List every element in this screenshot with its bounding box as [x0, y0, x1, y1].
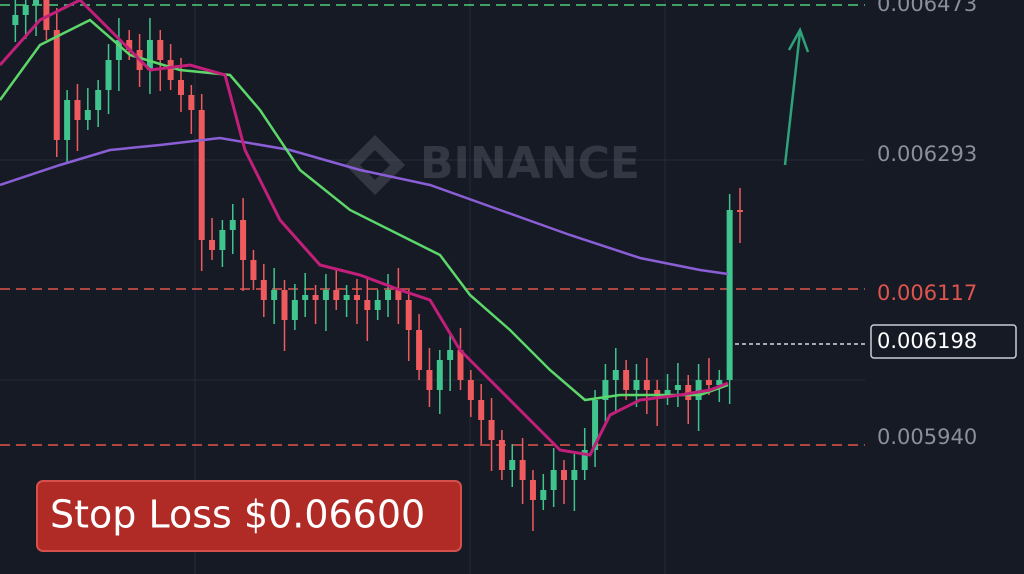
candle-body — [529, 480, 536, 500]
price-axis — [865, 0, 1024, 574]
candle-body — [12, 15, 19, 25]
candle-body — [364, 300, 371, 310]
arrow-head — [787, 26, 810, 53]
current-price: 0.006198 — [877, 329, 977, 353]
candle-body — [260, 280, 267, 300]
candle-body — [271, 290, 278, 300]
candle-body — [416, 330, 423, 370]
candle-body — [592, 400, 599, 450]
candle-body — [74, 100, 81, 120]
candle-body — [219, 230, 226, 250]
candle-body — [664, 390, 671, 395]
slow-moving-average — [0, 136, 729, 276]
candle-body — [726, 210, 733, 380]
candle-body — [312, 295, 319, 300]
watermark-logo — [345, 135, 405, 195]
candle-body — [281, 290, 288, 320]
price-label: 0.005940 — [877, 425, 977, 449]
medium-moving-average — [0, 18, 729, 402]
candle-body — [115, 40, 122, 60]
arrow-shaft — [783, 31, 802, 166]
candle-body — [519, 460, 526, 480]
candle-body — [498, 440, 505, 470]
candle-body — [302, 295, 309, 300]
candle-body — [22, 5, 29, 15]
watermark: BINANCE — [345, 135, 640, 195]
candle-body — [633, 380, 640, 390]
candle-body — [157, 40, 164, 60]
price-label: 0.006293 — [877, 142, 977, 166]
candle-body — [405, 300, 412, 330]
candle-body — [84, 110, 91, 120]
candle-body — [43, 0, 50, 30]
candle-body — [146, 40, 153, 70]
candle-body — [674, 385, 681, 390]
candle-body — [654, 390, 661, 395]
candle-body — [643, 380, 650, 390]
candle-body — [188, 95, 195, 110]
candle-body — [623, 370, 630, 390]
candle-body — [602, 380, 609, 400]
up-arrow — [783, 26, 810, 166]
candle-body — [126, 40, 133, 50]
candle-body — [105, 60, 112, 90]
candle-body — [64, 100, 71, 140]
candle-body — [426, 370, 433, 390]
candle-body — [705, 380, 712, 385]
candle-body — [250, 260, 257, 280]
candle-body — [581, 450, 588, 470]
candle-body — [540, 490, 547, 500]
candle-body — [333, 290, 340, 300]
grid — [0, 0, 865, 574]
candle-body — [229, 220, 236, 230]
current-price-box — [870, 324, 1017, 359]
fast-moving-average — [0, 0, 729, 457]
candle-body — [457, 350, 464, 380]
candle-body — [198, 110, 205, 240]
candle-body — [33, 0, 40, 5]
candle-body — [167, 60, 174, 80]
candle-body — [447, 350, 454, 360]
candle-body — [53, 30, 60, 140]
candle-body — [343, 295, 350, 300]
candle-body — [467, 380, 474, 400]
candle-body — [385, 290, 392, 300]
candle-body — [695, 380, 702, 400]
candle-body — [550, 470, 557, 490]
candle-body — [322, 290, 329, 300]
candle-body — [561, 470, 568, 480]
candle-body — [737, 210, 743, 212]
price-label: 0.006473 — [877, 0, 977, 16]
price-label: 0.006117 — [877, 281, 977, 305]
candle-body — [509, 460, 516, 470]
stop-loss-badge — [36, 480, 462, 552]
candle-body — [240, 220, 247, 260]
candle-body — [177, 80, 184, 95]
candle-body — [291, 300, 298, 320]
watermark-text: BINANCE — [420, 138, 640, 189]
candle-body — [95, 90, 102, 110]
candle-body — [478, 400, 485, 420]
candle-body — [209, 240, 216, 250]
candle-body — [395, 290, 402, 300]
stop-loss-text: Stop Loss $0.06600 — [50, 493, 425, 537]
candle-body — [612, 370, 619, 380]
candle-body — [571, 470, 578, 480]
candle-body — [716, 380, 723, 385]
candles — [12, 0, 743, 531]
candle-body — [374, 300, 381, 310]
candle-body — [353, 295, 360, 300]
candle-body — [436, 360, 443, 390]
candle-body — [488, 420, 495, 440]
